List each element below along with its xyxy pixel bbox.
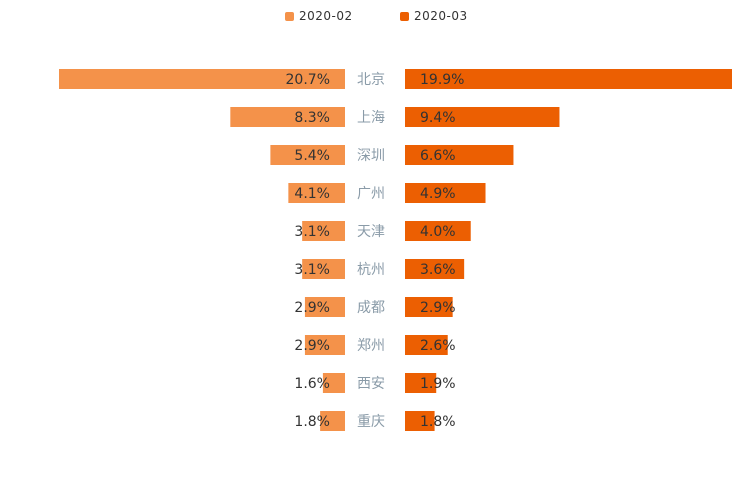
category-label-row-0: 北京 [357,72,385,88]
bar-2020-03-row-2[interactable] [405,145,514,165]
bar-2020-03-row-1[interactable] [405,107,560,127]
value-label-2020-03-row-2: 6.6% [420,148,456,164]
bar-2020-02-row-9[interactable] [320,411,345,431]
category-label-row-6: 成都 [357,300,385,316]
value-label-2020-03-row-1: 9.4% [420,110,456,126]
bar-2020-02-row-5[interactable] [302,259,345,279]
value-label-2020-02-row-1: 8.3% [294,110,330,126]
bar-2020-03-row-0[interactable] [405,69,732,89]
category-label-row-9: 重庆 [357,414,385,430]
bar-2020-02-row-6[interactable] [304,297,345,317]
value-label-2020-02-row-3: 4.1% [294,186,330,202]
value-label-2020-02-row-7: 2.9% [294,338,330,354]
category-label-row-7: 郑州 [357,338,385,354]
category-label-row-3: 广州 [357,186,385,202]
value-label-2020-03-row-7: 2.6% [420,338,456,354]
value-label-2020-02-row-6: 2.9% [294,300,330,316]
bar-2020-03-row-9[interactable] [405,411,435,431]
category-label-row-2: 深圳 [357,148,385,164]
bar-2020-03-row-3[interactable] [405,183,486,203]
value-label-2020-03-row-3: 4.9% [420,186,456,202]
bar-2020-02-row-7[interactable] [304,335,345,355]
bar-2020-02-row-3[interactable] [288,183,345,203]
legend-item-2020-02[interactable]: 2020-02 [285,7,353,25]
category-label-row-1: 上海 [357,110,385,126]
value-label-2020-03-row-9: 1.8% [420,414,456,430]
value-label-2020-03-row-6: 2.9% [420,300,456,316]
category-label-row-8: 西安 [357,376,385,392]
bar-2020-03-row-6[interactable] [405,297,453,317]
legend-swatch-2020-03 [400,11,409,21]
bar-2020-02-row-0[interactable] [59,69,345,89]
value-label-2020-02-row-9: 1.8% [294,414,330,430]
value-label-2020-03-row-5: 3.6% [420,262,456,278]
legend-label-2020-03: 2020-03 [414,9,468,23]
bar-2020-02-row-8[interactable] [322,373,345,393]
legend-swatch-2020-02 [285,11,294,21]
value-label-2020-02-row-5: 3.1% [294,262,330,278]
bar-2020-03-row-8[interactable] [405,373,437,393]
legend-item-2020-03[interactable]: 2020-03 [400,7,468,25]
bar-2020-02-row-2[interactable] [270,145,345,165]
value-label-2020-03-row-4: 4.0% [420,224,456,240]
chart-legend: 2020-02 2020-03 [0,7,750,25]
value-label-2020-02-row-2: 5.4% [294,148,330,164]
category-label-row-5: 杭州 [357,262,385,278]
bar-2020-03-row-5[interactable] [405,259,465,279]
value-label-2020-03-row-8: 1.9% [420,376,456,392]
category-label-row-4: 天津 [357,224,385,240]
value-label-2020-03-row-0: 19.9% [420,72,464,88]
bar-2020-03-row-4[interactable] [405,221,471,241]
bar-2020-03-row-7[interactable] [405,335,448,355]
value-label-2020-02-row-0: 20.7% [286,72,330,88]
legend-label-2020-02: 2020-02 [299,9,353,23]
bar-2020-02-row-4[interactable] [302,221,345,241]
bar-2020-02-row-1[interactable] [230,107,345,127]
value-label-2020-02-row-8: 1.6% [294,376,330,392]
value-label-2020-02-row-4: 3.1% [294,224,330,240]
